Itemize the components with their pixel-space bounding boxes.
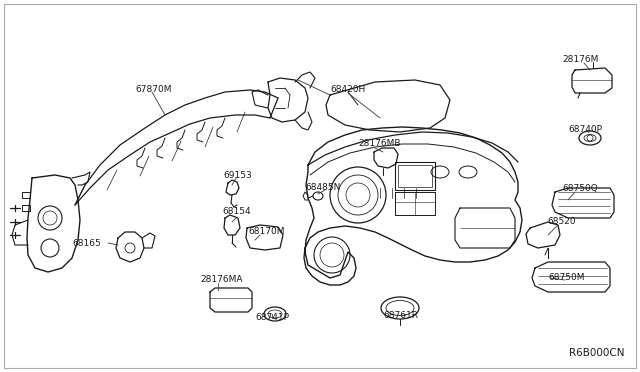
Bar bbox=[22, 205, 30, 211]
Text: 68170M: 68170M bbox=[248, 228, 285, 237]
Text: 68165: 68165 bbox=[72, 238, 100, 247]
Bar bbox=[395, 162, 435, 190]
Text: 68485N: 68485N bbox=[305, 183, 340, 192]
Text: R6B000CN: R6B000CN bbox=[570, 348, 625, 358]
Bar bbox=[398, 165, 432, 187]
Text: 68741P: 68741P bbox=[255, 314, 289, 323]
Text: 69153: 69153 bbox=[223, 170, 252, 180]
Text: 68154: 68154 bbox=[222, 208, 251, 217]
Text: 28176MB: 28176MB bbox=[358, 138, 401, 148]
Text: 68520: 68520 bbox=[547, 218, 575, 227]
Text: 67870M: 67870M bbox=[135, 84, 172, 93]
Text: 68750Q: 68750Q bbox=[562, 183, 598, 192]
Text: 28176MA: 28176MA bbox=[200, 276, 243, 285]
Text: 28176M: 28176M bbox=[562, 55, 598, 64]
Text: 68740P: 68740P bbox=[568, 125, 602, 135]
Text: 68750M: 68750M bbox=[548, 273, 584, 282]
Bar bbox=[22, 192, 30, 198]
Text: 68420H: 68420H bbox=[330, 86, 365, 94]
Text: 68761R: 68761R bbox=[383, 311, 418, 320]
